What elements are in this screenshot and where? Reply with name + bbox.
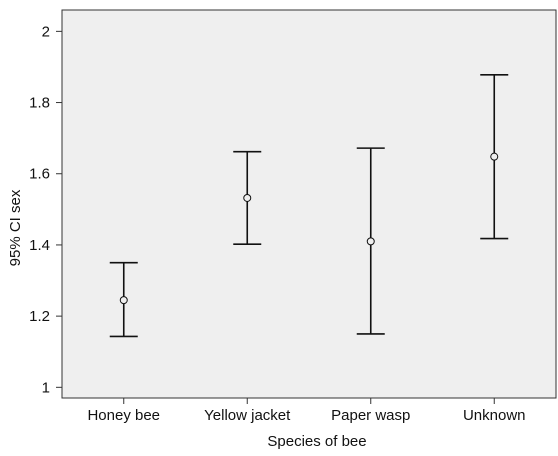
error-bar-paper-wasp xyxy=(356,147,385,335)
mean-point xyxy=(243,193,252,202)
y-axis: 1 1.2 1.4 1.6 1.8 2 xyxy=(29,23,62,396)
error-bar-unknown xyxy=(480,73,509,240)
y-tick-label: 1.4 xyxy=(29,237,50,254)
x-tick-label: Unknown xyxy=(463,407,526,424)
x-tick-label: Paper wasp xyxy=(331,407,410,424)
y-tick-label: 2 xyxy=(42,23,50,40)
error-bar-honey-bee xyxy=(109,261,138,338)
mean-point xyxy=(366,237,375,246)
plot-area xyxy=(61,9,557,399)
y-axis-title: 95% CI sex xyxy=(7,189,24,266)
x-axis: Honey bee Yellow jacket Paper wasp Unknown xyxy=(87,398,526,424)
y-tick-label: 1 xyxy=(42,379,50,396)
mean-point xyxy=(490,152,499,161)
mean-point xyxy=(119,296,128,305)
x-axis-title: Species of bee xyxy=(267,433,366,450)
y-tick-label: 1.2 xyxy=(29,308,50,325)
error-bar-yellow-jacket xyxy=(233,150,262,246)
y-tick-label: 1.6 xyxy=(29,166,50,183)
x-tick-label: Honey bee xyxy=(87,407,160,424)
y-tick-label: 1.8 xyxy=(29,95,50,112)
x-tick-label: Yellow jacket xyxy=(204,407,291,424)
error-bars xyxy=(109,73,509,338)
